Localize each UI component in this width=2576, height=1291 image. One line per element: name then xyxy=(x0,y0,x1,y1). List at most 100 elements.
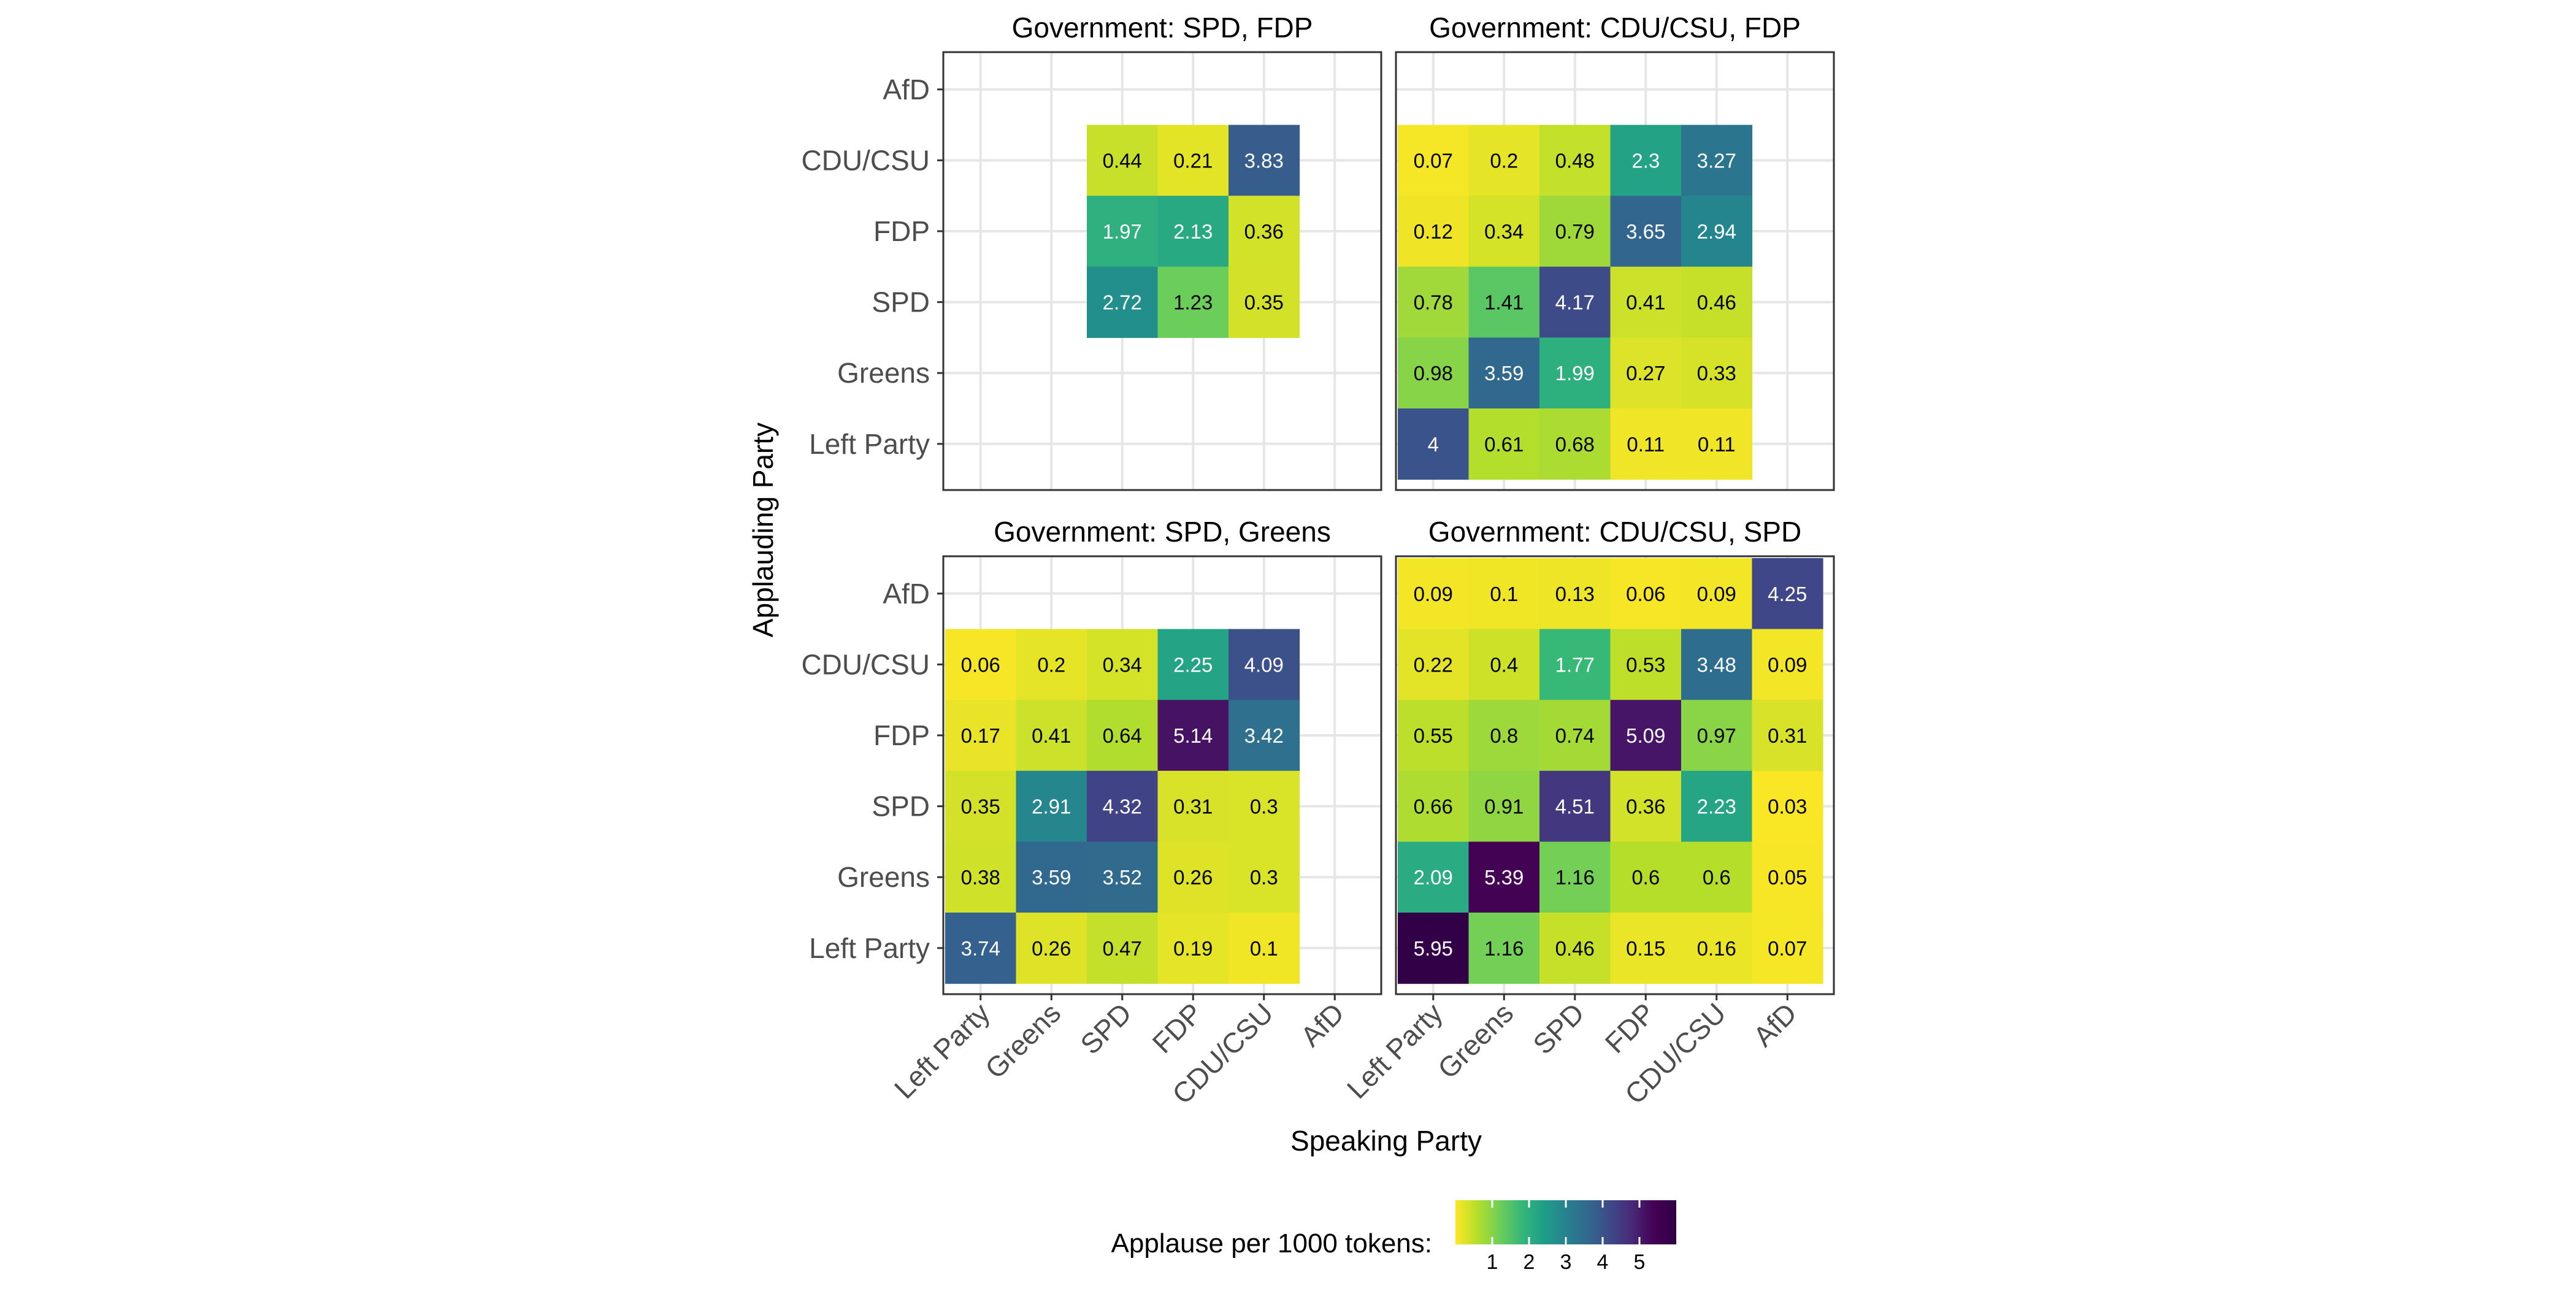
heatmap-cell xyxy=(1681,266,1753,338)
cell-value-label: 0.8 xyxy=(1490,724,1518,747)
cell-value-label: 1.77 xyxy=(1555,653,1595,676)
cell-value-label: 0.41 xyxy=(1626,291,1665,314)
heatmap-cell xyxy=(1087,266,1159,338)
cell-value-label: 5.09 xyxy=(1626,724,1665,747)
heatmap-cell xyxy=(1539,700,1611,772)
heatmap-cell xyxy=(1681,629,1753,700)
cell-value-label: 0.09 xyxy=(1768,653,1807,676)
cell-value-label: 0.15 xyxy=(1626,937,1665,960)
heatmap-cell xyxy=(1539,770,1611,842)
cell-value-label: 0.11 xyxy=(1627,433,1665,456)
heatmap-cell xyxy=(945,841,1017,913)
heatmap-cell xyxy=(1087,629,1159,700)
panel-government-spd-greens: Government: SPD, Greens 0.06 0.2 0.34 2.25 4.… xyxy=(801,516,1382,1110)
cell-value-label: 2.23 xyxy=(1697,795,1736,818)
panel-title: Government: CDU/CSU, SPD xyxy=(1428,516,1801,548)
legend-tick-label: 3 xyxy=(1560,1251,1572,1274)
cell-value-label: 0.48 xyxy=(1555,149,1595,172)
panel-government-spd-fdp: Government: SPD, FDP 0.44 0.21 3.83 1.97 2.13… xyxy=(801,12,1382,491)
cell-value-label: 0.6 xyxy=(1631,866,1660,889)
cell-value-label: 0.34 xyxy=(1484,220,1524,243)
cell-value-label: 2.13 xyxy=(1173,220,1213,243)
cell-value-label: 0.61 xyxy=(1484,433,1524,456)
heatmap-cell xyxy=(1229,913,1300,984)
heatmap-cell xyxy=(1468,841,1540,913)
heatmap-cell xyxy=(1539,337,1611,409)
cell-value-label: 3.52 xyxy=(1103,866,1142,889)
heatmap-cell xyxy=(1539,558,1611,630)
cell-value-label: 0.79 xyxy=(1555,220,1595,243)
heatmap-cell xyxy=(1539,196,1611,267)
cell-value-label: 0.33 xyxy=(1697,362,1736,385)
legend-tick-label: 2 xyxy=(1524,1251,1535,1274)
heatmap-cell xyxy=(1610,913,1682,984)
heatmap-cell xyxy=(1016,841,1087,913)
heatmap-cell xyxy=(1539,408,1611,480)
heatmap-cell xyxy=(1752,558,1823,630)
heatmap-cell xyxy=(1681,770,1753,842)
x-tick-label: AfD xyxy=(1294,997,1350,1052)
cell-value-label: 0.09 xyxy=(1414,583,1453,605)
x-axis-title: Speaking Party xyxy=(1290,1125,1482,1157)
heatmap-cell xyxy=(1229,266,1300,338)
heatmap-cell xyxy=(1610,196,1682,267)
cell-value-label: 0.1 xyxy=(1490,583,1518,605)
heatmap-cell xyxy=(1087,700,1159,772)
cell-value-label: 2.94 xyxy=(1697,220,1736,243)
heatmap-cell xyxy=(1539,913,1611,984)
heatmap-cell xyxy=(1468,700,1540,772)
heatmap-cell xyxy=(1157,770,1229,842)
heatmap-cell xyxy=(1398,629,1470,700)
cell-value-label: 0.66 xyxy=(1414,795,1453,818)
cell-value-label: 0.34 xyxy=(1103,653,1142,676)
cell-value-label: 5.95 xyxy=(1414,937,1453,960)
heatmap-cells: 0.09 0.1 0.13 0.06 0.09 4.25 0.22 0.4 1.77 0.53 3.… xyxy=(1398,558,1823,984)
cell-value-label: 0.35 xyxy=(1244,291,1284,314)
heatmap-cell xyxy=(1398,913,1470,984)
heatmap-cell xyxy=(1468,337,1540,409)
heatmap-cell xyxy=(1087,841,1159,913)
x-tick-label: AfD xyxy=(1747,997,1803,1052)
cell-value-label: 0.17 xyxy=(961,724,1000,747)
panel-border xyxy=(1395,555,1835,995)
cell-value-label: 0.35 xyxy=(961,795,1000,818)
cell-value-label: 0.26 xyxy=(1173,866,1213,889)
cell-value-label: 4.51 xyxy=(1555,795,1595,818)
heatmap-cell xyxy=(1681,841,1753,913)
cell-value-label: 0.97 xyxy=(1697,724,1736,747)
heatmap-cell xyxy=(945,913,1017,984)
cell-value-label: 0.3 xyxy=(1250,866,1278,889)
heatmap-cell xyxy=(1157,913,1229,984)
heatmap-cell xyxy=(1229,196,1300,267)
heatmap-cell xyxy=(1229,125,1300,196)
cell-value-label: 0.41 xyxy=(1032,724,1071,747)
cell-value-label: 0.26 xyxy=(1032,937,1071,960)
heatmap-cell xyxy=(1610,700,1682,772)
cell-value-label: 0.98 xyxy=(1414,362,1453,385)
heatmap-cell xyxy=(1752,770,1823,842)
heatmap-cell xyxy=(1610,337,1682,409)
heatmap-cell xyxy=(1681,337,1753,409)
cell-value-label: 0.55 xyxy=(1414,724,1453,747)
heatmap-cell xyxy=(1681,196,1753,267)
heatmap-cells: 0.44 0.21 3.83 1.97 2.13 0.36 2.72 1.23 0.35 xyxy=(1087,125,1300,338)
cell-value-label: 0.21 xyxy=(1173,149,1213,172)
cell-value-label: 0.06 xyxy=(961,653,1000,676)
heatmap-cell xyxy=(1157,629,1229,700)
y-tick-label: SPD xyxy=(872,791,930,822)
heatmap-cell xyxy=(1752,913,1823,984)
cell-value-label: 0.6 xyxy=(1703,866,1731,889)
heatmap-cell xyxy=(1610,558,1682,630)
heatmap-cell xyxy=(1016,700,1087,772)
cell-value-label: 0.06 xyxy=(1626,583,1665,605)
heatmap-cell xyxy=(1087,125,1159,196)
cell-value-label: 1.99 xyxy=(1555,362,1595,385)
heatmap-cell xyxy=(1468,266,1540,338)
cell-value-label: 0.13 xyxy=(1555,583,1595,605)
legend-tick-label: 5 xyxy=(1634,1251,1646,1274)
cell-value-label: 0.07 xyxy=(1414,149,1453,172)
heatmap-cell xyxy=(1539,266,1611,338)
x-tick-label: SPD xyxy=(1074,997,1138,1060)
cell-value-label: 0.47 xyxy=(1103,937,1142,960)
